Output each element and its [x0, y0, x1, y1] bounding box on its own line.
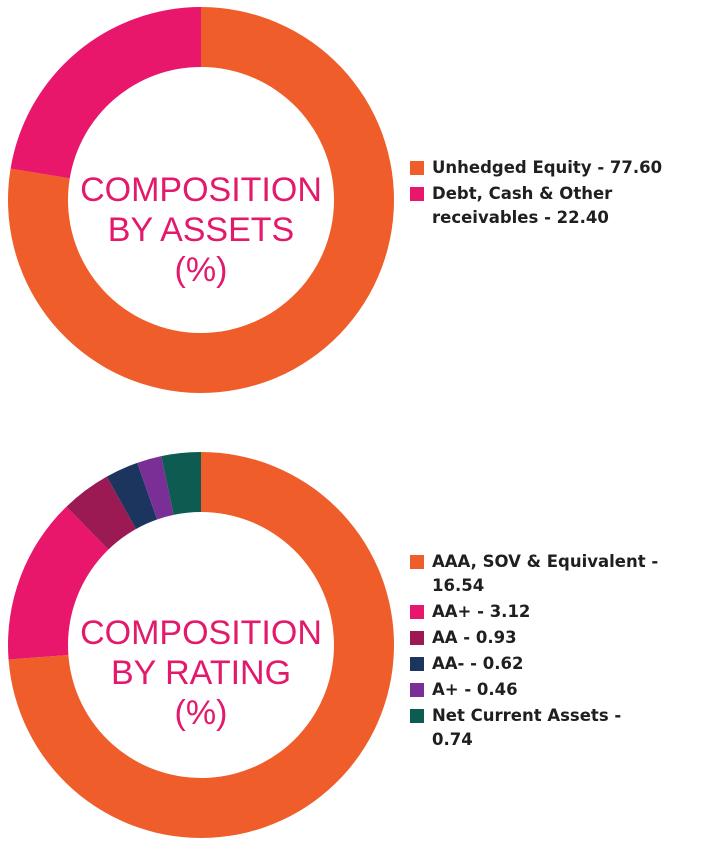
rating-legend: AAA, SOV & Equivalent - 16.54 AA+ - 3.12… [410, 550, 660, 754]
legend-label: AA+ - 3.12 [432, 602, 531, 621]
composition-by-rating-chart: COMPOSITION BY RATING (%) AAA, SOV & Equ… [0, 445, 722, 851]
composition-by-assets-chart: COMPOSITION BY ASSETS (%) Unhedged Equit… [0, 0, 722, 400]
rating-slice-3 [106, 462, 158, 529]
assets-title-line-2: BY ASSETS [107, 211, 295, 249]
legend-swatch [410, 555, 424, 569]
assets-legend: Unhedged Equity - 77.60 Debt, Cash & Oth… [410, 156, 715, 232]
legend-item: AAA, SOV & Equivalent - 16.54 [410, 550, 660, 598]
legend-label: Unhedged Equity - 77.60 [432, 158, 663, 177]
assets-center-title: COMPOSITION BY ASSETS (%) [65, 170, 337, 290]
legend-item: Debt, Cash & Other receivables - 22.40 [410, 182, 715, 230]
rating-slice-5 [161, 452, 201, 515]
assets-donut [7, 7, 395, 393]
legend-item: A+ - 0.46 [410, 678, 660, 702]
legend-swatch [410, 657, 424, 671]
rating-title-line-2: BY RATING [110, 654, 292, 692]
assets-title-line-3: (%) [174, 251, 228, 289]
legend-label: AA - 0.93 [432, 628, 517, 647]
legend-swatch [410, 631, 424, 645]
legend-label: A+ - 0.46 [432, 680, 518, 699]
rating-donut [7, 452, 394, 838]
rating-slice-2 [66, 476, 137, 550]
legend-item: Unhedged Equity - 77.60 [410, 156, 715, 180]
assets-slice-0 [7, 7, 395, 393]
rating-slice-0 [8, 452, 394, 838]
legend-item: AA+ - 3.12 [410, 600, 660, 624]
assets-title-line-1: COMPOSITION [80, 171, 322, 209]
legend-swatch [410, 605, 424, 619]
assets-slice-1 [10, 7, 202, 179]
rating-title-line-1: COMPOSITION [80, 614, 322, 652]
legend-item: Net Current Assets - 0.74 [410, 704, 660, 752]
legend-item: AA - 0.93 [410, 626, 660, 650]
legend-swatch [410, 161, 424, 175]
legend-swatch [410, 683, 424, 697]
legend-label: AA- - 0.62 [432, 654, 524, 673]
legend-label: Debt, Cash & Other receivables - 22.40 [432, 184, 613, 227]
legend-swatch [410, 187, 424, 201]
legend-label: AAA, SOV & Equivalent - 16.54 [432, 552, 659, 595]
legend-item: AA- - 0.62 [410, 652, 660, 676]
rating-slice-1 [7, 506, 109, 660]
rating-slice-4 [137, 456, 174, 520]
rating-center-title: COMPOSITION BY RATING (%) [65, 613, 337, 733]
legend-label: Net Current Assets - 0.74 [432, 706, 622, 749]
rating-title-line-3: (%) [174, 694, 228, 732]
legend-swatch [410, 709, 424, 723]
